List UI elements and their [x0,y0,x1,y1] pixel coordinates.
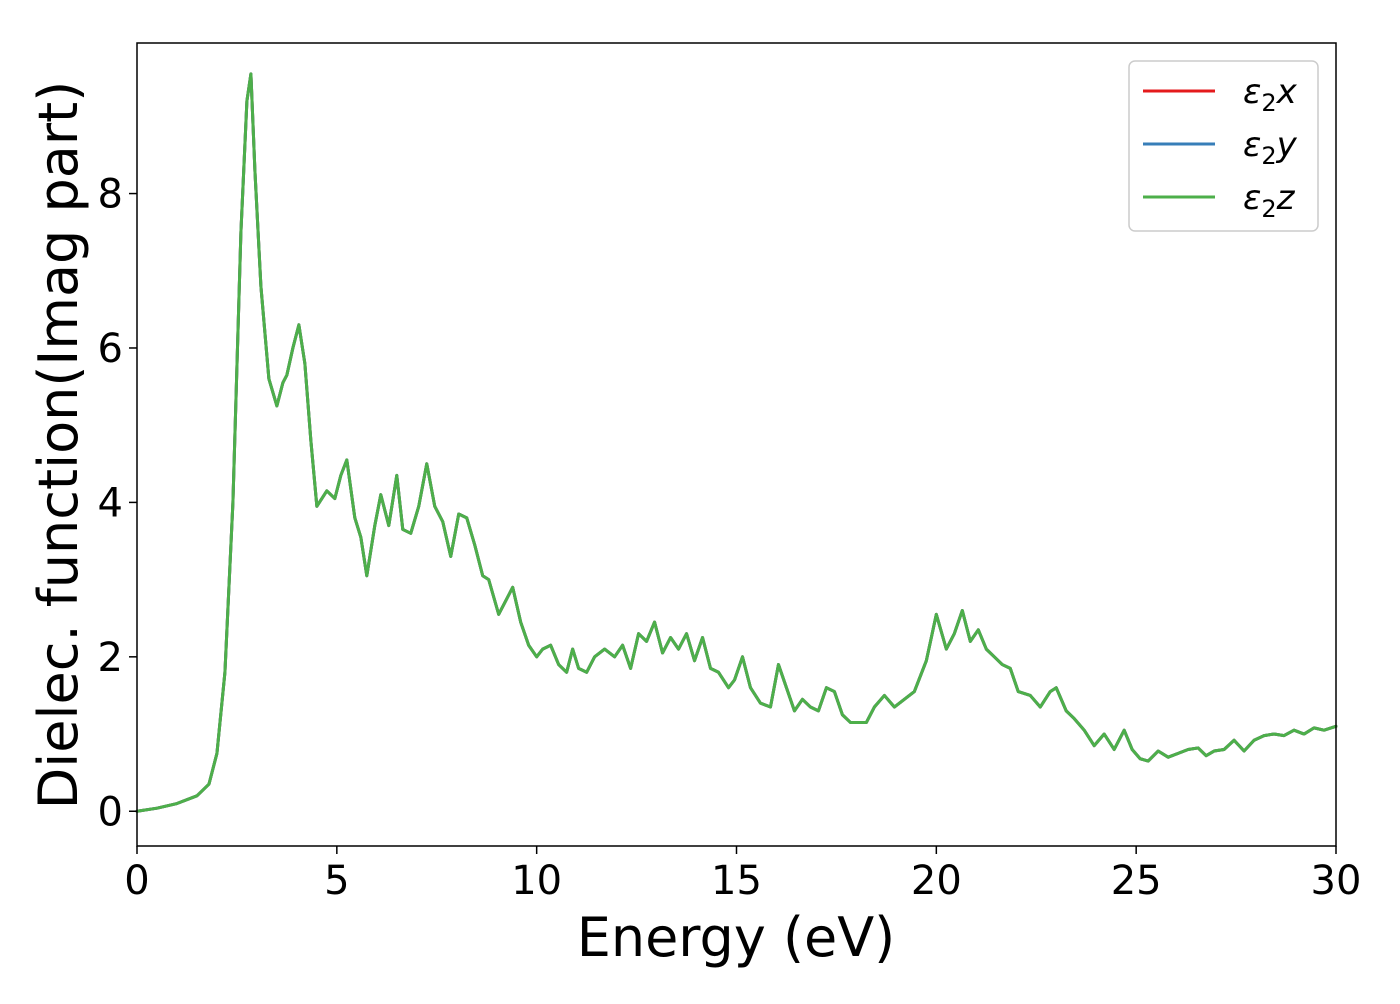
y-tick-label: 0 [98,789,123,835]
legend: ε2x ε2y ε2z [1128,60,1319,232]
series-line-3 [135,72,1338,813]
x-axis: 0 5 10 15 20 25 30 [124,846,1361,904]
series-layer [135,72,1338,813]
x-tick-label: 30 [1311,858,1362,904]
x-tick-label: 5 [324,858,349,904]
legend-label-1: ε2x [1243,72,1298,117]
y-tick-label: 4 [98,480,123,526]
y-axis-label: Dielec. function(Imag part) [27,81,90,810]
legend-label-3: ε2z [1243,178,1296,223]
x-tick-label: 0 [124,858,149,904]
y-tick-label: 8 [98,172,123,218]
x-tick-label: 25 [1111,858,1162,904]
x-tick-label: 15 [711,858,762,904]
x-axis-label: Energy (eV) [577,906,896,969]
legend-box [1128,60,1319,232]
legend-label-2: ε2y [1243,125,1298,170]
y-tick-label: 2 [98,635,123,681]
y-tick-label: 6 [98,326,123,372]
x-tick-label: 10 [511,858,562,904]
legend-items: ε2x ε2y ε2z [1143,72,1298,223]
x-tick-label: 20 [911,858,962,904]
y-axis: 0 2 4 6 8 [98,172,137,835]
